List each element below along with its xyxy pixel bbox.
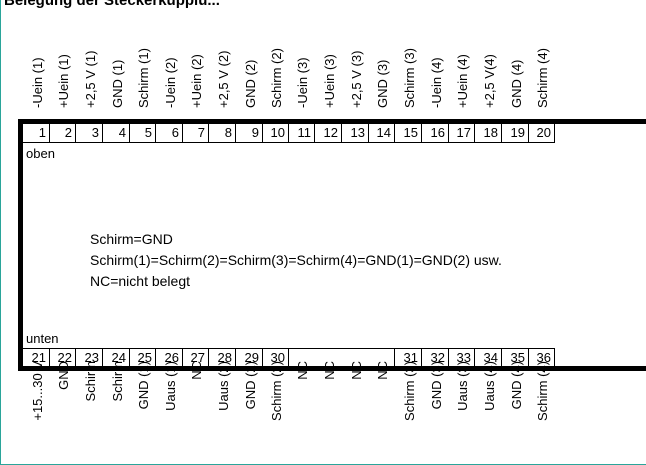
top-pin-cell: 12 [315, 124, 342, 142]
top-pin-label: +2,5 V(4) [481, 54, 497, 108]
label-oben: oben [26, 146, 55, 161]
bottom-pin-cell: 22 [50, 349, 76, 368]
bottom-pin-cell: 24 [103, 349, 130, 368]
top-pin-cell: 20 [529, 124, 555, 142]
bottom-pin-cell: 33 [449, 349, 475, 368]
bottom-pin-cell: 30 [263, 349, 289, 368]
bottom-pin-label: GND (3) [428, 361, 444, 410]
bottom-pin-label: NC [189, 361, 204, 380]
bottom-pin-cell [369, 349, 395, 368]
note-line: Schirm(1)=Schirm(2)=Schirm(3)=Schirm(4)=… [90, 252, 502, 268]
bottom-pin-row: 21 22 23 24 25 26 27 28 29 30 31 32 33 34 35 36 [23, 348, 555, 368]
note-line: NC=nicht belegt [90, 273, 191, 289]
top-pin-cell: 9 [236, 124, 263, 142]
bottom-pin-label: NC [295, 361, 310, 380]
top-pin-cell: 5 [130, 124, 156, 142]
bottom-pin-cell: 28 [209, 349, 236, 368]
top-pin-cell: 7 [183, 124, 209, 142]
top-pin-cell: 15 [395, 124, 422, 142]
top-pin-cell: 6 [156, 124, 183, 142]
top-pin-label: GND (4) [508, 59, 524, 108]
top-pin-cell: 10 [263, 124, 289, 142]
top-pin-label: +2,5 V (1) [82, 50, 98, 108]
bottom-pin-cell: 29 [236, 349, 263, 368]
label-unten: unten [26, 331, 59, 346]
bottom-pin-labels: +15...30 V GND Schirm Schirm GND (1) Uaus (1)… [0, 361, 646, 463]
top-pin-cell: 4 [103, 124, 130, 142]
bottom-pin-label: Schirm [109, 361, 125, 402]
bottom-pin-label: GND [56, 361, 71, 390]
top-pin-label: +2,5 V (3) [348, 50, 364, 108]
bottom-pin-label: GND (1) [136, 361, 151, 410]
bottom-pin-label: Schirm (4) [535, 361, 550, 421]
top-pin-label: -Uein (3) [295, 57, 310, 108]
bottom-pin-cell: 35 [502, 349, 529, 368]
top-pin-cell: 1 [23, 124, 50, 142]
top-pin-labels: -Uein (1) +Uein (1) +2,5 V (1) GND (1) Schir… [0, 28, 646, 110]
bottom-pin-label: Uaus (3) [455, 361, 470, 411]
bottom-pin-label: NC [321, 361, 337, 380]
top-pin-label: +Uein (1) [56, 54, 71, 108]
bottom-pin-cell: 23 [76, 349, 103, 368]
top-pin-cell: 14 [369, 124, 395, 142]
top-pin-label: Schirm (1) [136, 48, 151, 108]
bottom-pin-label: Schirm [82, 361, 98, 402]
top-pin-cell: 8 [209, 124, 236, 142]
top-pin-label: GND (3) [375, 59, 390, 108]
bottom-pin-cell: 36 [529, 349, 555, 368]
notes: Schirm=GND Schirm(1)=Schirm(2)=Schirm(3)… [90, 229, 502, 292]
bottom-pin-label: Uaus (2) [215, 361, 231, 411]
bottom-pin-label: Uaus (4) [481, 361, 497, 411]
top-pin-label: GND (2) [242, 59, 258, 108]
top-pin-cell: 13 [342, 124, 369, 142]
bottom-pin-label: Uaus (1) [162, 361, 178, 411]
top-pin-label: Schirm (4) [535, 48, 550, 108]
top-pin-label: Schirm (3) [401, 48, 417, 108]
top-pin-label: -Uein (4) [428, 57, 444, 108]
top-pin-label: +Uein (2) [189, 54, 204, 108]
top-pin-cell: 19 [502, 124, 529, 142]
bottom-pin-label: Schirm (2) [269, 361, 284, 421]
top-pin-cell: 16 [422, 124, 449, 142]
bottom-pin-label: NC [375, 361, 390, 380]
top-pin-cell: 17 [449, 124, 475, 142]
bottom-pin-cell: 26 [156, 349, 183, 368]
bottom-pin-cell: 34 [475, 349, 502, 368]
top-pin-label: Schirm (2) [269, 48, 284, 108]
top-pin-label: -Uein (1) [29, 57, 45, 108]
bottom-pin-label: Schirm (3) [401, 361, 417, 421]
top-pin-label: -Uein (2) [162, 57, 178, 108]
caption: Belegung der Steckerkupplu... [4, 0, 220, 9]
top-pin-label: +Uein (4) [455, 54, 470, 108]
top-pin-label: +2,5 V (2) [215, 50, 231, 108]
bottom-pin-label: GND (2) [242, 361, 258, 410]
top-pin-row: 1 2 3 4 5 6 7 8 9 10 11 12 13 14 15 16 17 18 19 20 [23, 124, 555, 143]
bottom-pin-cell: 21 [23, 349, 50, 368]
top-pin-label: +Uein (3) [321, 54, 337, 108]
bottom-pin-cell: 27 [183, 349, 209, 368]
top-pin-cell: 3 [76, 124, 103, 142]
bottom-pin-label: NC [348, 361, 364, 380]
bottom-pin-cell: 32 [422, 349, 449, 368]
top-pin-cell: 18 [475, 124, 502, 142]
top-pin-label: GND (1) [109, 59, 125, 108]
bottom-pin-label: GND (4) [508, 361, 524, 410]
top-pin-cell: 11 [289, 124, 315, 142]
bottom-pin-cell: 31 [395, 349, 422, 368]
note-line: Schirm=GND [90, 231, 173, 247]
bottom-pin-cell: 25 [130, 349, 156, 368]
top-pin-cell: 2 [50, 124, 76, 142]
bottom-pin-label: +15...30 V [29, 361, 45, 421]
connector-box: 1 2 3 4 5 6 7 8 9 10 11 12 13 14 15 16 17 18 19 20 oben Sch… [18, 119, 646, 371]
